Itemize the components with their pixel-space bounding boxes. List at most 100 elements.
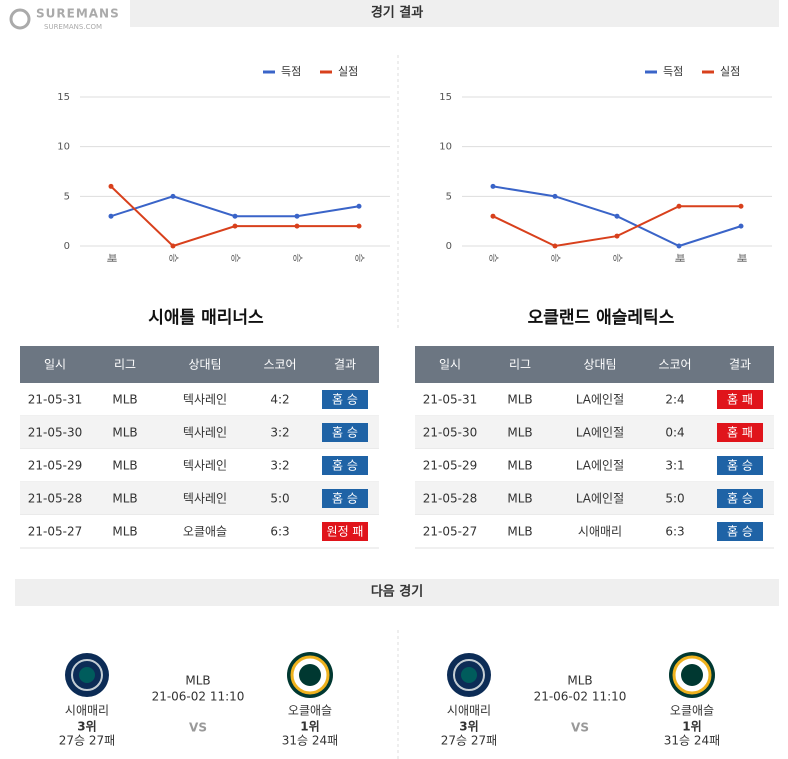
- column-header: 일시: [44, 358, 66, 372]
- cell: 2:4: [665, 393, 684, 407]
- cell: LA에인절: [576, 492, 624, 506]
- cell: MLB: [507, 426, 532, 440]
- team-rank: 1위: [300, 720, 319, 734]
- cell: 4:2: [270, 393, 289, 407]
- team-logo-center: [681, 664, 703, 686]
- table-row: [20, 383, 379, 416]
- result-badge: [322, 456, 368, 475]
- table-row: [20, 515, 379, 548]
- result-badge: [717, 390, 763, 409]
- y-tick-label: 15: [57, 92, 70, 103]
- point: [294, 223, 300, 229]
- point: [170, 193, 176, 199]
- team-logo-ring: [71, 659, 103, 691]
- y-tick-label: 5: [64, 191, 70, 202]
- cell: MLB: [507, 393, 532, 407]
- column-header: 결과: [729, 358, 751, 372]
- legend-label: 득점: [281, 65, 301, 78]
- cell: 21-05-28: [423, 492, 477, 506]
- point: [356, 223, 362, 229]
- section-title: 다음 경기: [371, 584, 423, 600]
- result-text: 홈 패: [727, 426, 753, 440]
- x-tick-label: 승: [353, 253, 365, 262]
- table-row: [415, 449, 774, 482]
- cell: 3:2: [270, 459, 289, 473]
- x-tick-label: 승: [167, 253, 179, 262]
- x-tick-label: 승: [611, 253, 623, 262]
- legend-label: 실점: [720, 65, 740, 78]
- x-tick-label: 패: [673, 253, 685, 262]
- team-record: 31승 24패: [664, 734, 720, 748]
- cell: LA에인절: [576, 426, 624, 440]
- team-name: 시애매리: [65, 704, 109, 718]
- y-tick-label: 5: [446, 191, 452, 202]
- x-tick-label: 패: [105, 253, 117, 262]
- result-badge: [717, 456, 763, 475]
- cell: 21-05-27: [423, 525, 477, 539]
- team-name: 오클애슬: [670, 704, 714, 718]
- series-line: [110, 195, 360, 218]
- y-tick-label: 10: [439, 142, 452, 153]
- cell: 21-05-31: [423, 393, 477, 407]
- result-badge: [717, 423, 763, 442]
- table-header: [415, 346, 774, 383]
- cell: LA에인절: [576, 459, 624, 473]
- x-tick-label: 승: [487, 253, 499, 262]
- team-rank: 3위: [77, 720, 96, 734]
- cell: 21-05-30: [28, 426, 82, 440]
- column-header: 상대팀: [583, 358, 616, 372]
- table-row: [415, 416, 774, 449]
- cell: 21-05-28: [28, 492, 82, 506]
- cell: 21-05-30: [423, 426, 477, 440]
- x-tick-label: 패: [735, 253, 747, 262]
- result-text: 홈 승: [727, 492, 753, 506]
- team-title: 시애틀 매리너스: [148, 308, 264, 328]
- result-badge: [717, 489, 763, 508]
- logo-icon: [9, 8, 31, 30]
- point: [294, 213, 300, 219]
- cell: 시애매리: [578, 525, 622, 539]
- x-tick-label: 승: [291, 253, 303, 262]
- column-header: 스코어: [263, 358, 296, 372]
- cell: MLB: [112, 459, 137, 473]
- cell: 3:2: [270, 426, 289, 440]
- results-bar: [130, 0, 779, 27]
- legend-label: 득점: [663, 65, 683, 78]
- cell: MLB: [112, 492, 137, 506]
- cell: 6:3: [665, 525, 684, 539]
- point: [490, 213, 496, 219]
- cell: MLB: [507, 525, 532, 539]
- y-tick-label: 0: [64, 241, 70, 252]
- cell: 0:4: [665, 426, 684, 440]
- point: [676, 203, 682, 209]
- point: [232, 213, 238, 219]
- cell: 3:1: [665, 459, 684, 473]
- y-tick-label: 10: [57, 142, 70, 153]
- cell: 5:0: [270, 492, 289, 506]
- column-header: 리그: [509, 358, 531, 372]
- cell: 텍사레인: [183, 459, 227, 473]
- league: MLB: [567, 674, 592, 688]
- result-badge: [717, 522, 763, 541]
- result-text: 홈 승: [332, 459, 358, 473]
- y-tick-label: 0: [446, 241, 452, 252]
- result-badge: [322, 390, 368, 409]
- legend-label: 실점: [338, 65, 358, 78]
- result-text: 홈 승: [727, 525, 753, 539]
- team-logo-center: [461, 667, 477, 683]
- cell: 21-05-29: [28, 459, 82, 473]
- point: [614, 213, 620, 219]
- result-badge: [322, 423, 368, 442]
- point: [614, 233, 620, 239]
- cell: 21-05-29: [423, 459, 477, 473]
- cell: MLB: [112, 393, 137, 407]
- column-header: 스코어: [658, 358, 691, 372]
- result-text: 홈 승: [727, 459, 753, 473]
- point: [356, 203, 362, 209]
- team-rank: 3위: [459, 720, 478, 734]
- column-header: 상대팀: [188, 358, 221, 372]
- table-row: [20, 449, 379, 482]
- point: [738, 203, 744, 209]
- team-name: 오클애슬: [288, 704, 332, 718]
